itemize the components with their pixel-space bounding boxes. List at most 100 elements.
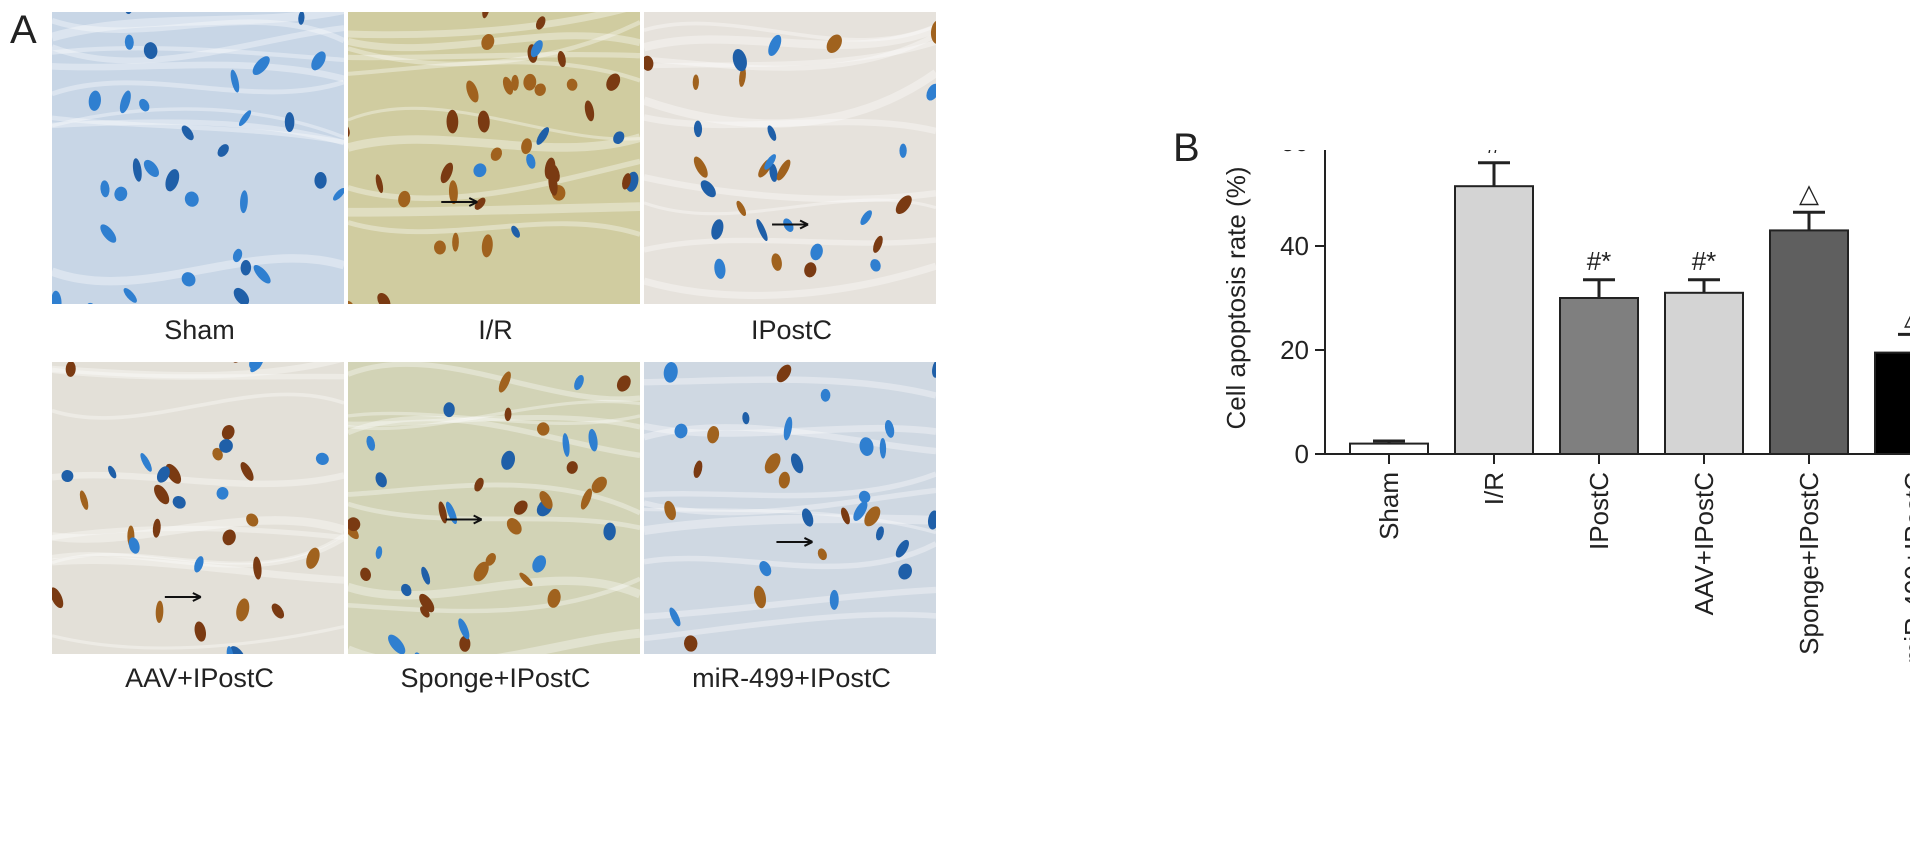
apoptotic-nucleus [271, 603, 285, 619]
fibre-streak [52, 12, 344, 42]
micrograph-ir [348, 12, 640, 304]
normal-nucleus [829, 589, 839, 610]
normal-nucleus [768, 34, 782, 57]
fibre-streak [348, 12, 627, 39]
fibre-streak [348, 20, 640, 66]
bar [1874, 351, 1910, 456]
fibre-streak [348, 576, 640, 600]
apoptotic-nucleus [606, 73, 621, 91]
apoptotic-nucleus [165, 463, 182, 484]
apoptotic-nucleus [246, 513, 259, 527]
apoptotic-nucleus [523, 73, 537, 91]
apoptotic-nucleus [692, 74, 699, 90]
bar [1349, 442, 1429, 456]
apoptotic-nucleus [490, 147, 503, 161]
normal-nucleus [714, 258, 726, 279]
fibre-streak [348, 628, 640, 654]
micrograph-mir499-ipostc [644, 362, 936, 654]
normal-nucleus [674, 423, 688, 439]
apoptotic-nucleus [377, 292, 391, 304]
micrograph-aav-ipostc [52, 362, 344, 654]
tissue-background [52, 362, 344, 654]
normal-nucleus [663, 362, 678, 383]
normal-nucleus [311, 51, 326, 71]
normal-nucleus [511, 225, 521, 238]
normal-nucleus [123, 288, 137, 303]
normal-nucleus [249, 362, 262, 371]
bar [1454, 185, 1534, 455]
fibre-streak [644, 471, 936, 499]
fibre-streak [644, 32, 936, 71]
apoptotic-nucleus [474, 477, 484, 492]
apoptotic-nucleus [481, 34, 495, 51]
normal-nucleus [932, 362, 936, 378]
fibre-streak [52, 362, 343, 379]
arrow-icon [473, 514, 483, 525]
apoptotic-nucleus [693, 156, 708, 178]
normal-nucleus [230, 69, 240, 93]
normal-nucleus [172, 495, 186, 509]
apoptotic-nucleus [519, 572, 533, 587]
fibre-streak [52, 254, 344, 286]
apoptotic-nucleus [817, 548, 827, 561]
tissue-background [644, 12, 936, 304]
significance-label: #* [1692, 246, 1717, 276]
x-tick-label: miR-499+IPostC [1899, 472, 1910, 663]
normal-nucleus [100, 180, 110, 198]
normal-nucleus [756, 218, 768, 242]
fibre-streak [644, 541, 936, 570]
apoptotic-nucleus [506, 518, 522, 535]
x-tick-label: Sham [1374, 472, 1404, 540]
apoptotic-nucleus [739, 66, 746, 87]
panel-a-label: A [10, 8, 37, 52]
fibre-streak [348, 106, 640, 141]
arrow-icon [192, 592, 202, 602]
normal-nucleus [574, 375, 584, 391]
y-tick-label: 20 [1280, 335, 1309, 365]
normal-nucleus [820, 388, 831, 402]
apoptotic-nucleus [466, 80, 479, 103]
normal-nucleus [233, 287, 250, 304]
normal-nucleus [532, 555, 547, 573]
normal-nucleus [810, 243, 823, 261]
normal-nucleus [156, 466, 170, 483]
fibre-streak [644, 25, 936, 52]
fibre-streak [52, 61, 344, 83]
apoptotic-nucleus [448, 180, 458, 205]
micrograph-sham [52, 12, 344, 304]
normal-nucleus [853, 501, 868, 521]
y-axis-label: Cell apoptosis rate (%) [1221, 167, 1251, 430]
normal-nucleus [401, 583, 412, 597]
caption-ir: I/R [478, 315, 513, 345]
fibre-streak [52, 46, 344, 63]
apoptotic-nucleus [776, 364, 792, 383]
apoptotic-nucleus [502, 76, 514, 95]
fibre-streak [644, 611, 936, 642]
apoptotic-nucleus [398, 190, 411, 208]
tissue-background [644, 362, 936, 654]
normal-nucleus [875, 526, 884, 541]
apoptotic-nucleus [452, 232, 459, 252]
normal-nucleus [443, 402, 455, 418]
normal-nucleus [240, 190, 248, 214]
normal-nucleus [764, 154, 776, 170]
normal-nucleus [860, 210, 872, 226]
fibre-streak [348, 158, 640, 202]
normal-nucleus [165, 169, 180, 192]
normal-nucleus [884, 419, 895, 438]
y-tick-label: 60 [1280, 150, 1309, 157]
normal-nucleus [119, 90, 131, 114]
fibre-streak [348, 133, 640, 152]
apoptotic-nucleus [504, 407, 512, 422]
micrograph-image [52, 362, 344, 654]
normal-nucleus [530, 40, 543, 58]
normal-nucleus [143, 159, 159, 177]
fibre-streak [644, 237, 936, 253]
normal-nucleus [783, 416, 793, 441]
micrograph-image [348, 12, 640, 304]
fibre-streak [348, 415, 640, 430]
apoptotic-nucleus [557, 50, 566, 68]
normal-nucleus [526, 153, 536, 169]
apoptotic-nucleus [360, 567, 371, 582]
apoptotic-nucleus [521, 138, 532, 155]
